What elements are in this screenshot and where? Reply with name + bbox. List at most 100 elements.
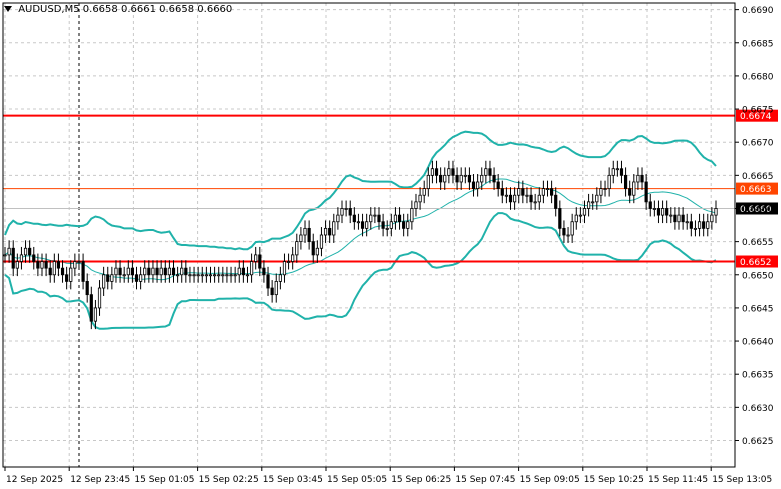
level-price-label: 0.6652 [740,258,772,268]
candle-body [184,267,188,276]
candle-body [23,247,28,256]
candle-body [397,214,402,223]
y-tick-label: 0.6665 [742,172,774,182]
candle-body [410,208,414,223]
candle-body [389,221,393,229]
candle-body [315,247,319,256]
candle-body [3,254,7,257]
candle-body [274,280,278,296]
candle-body [295,241,299,256]
candle-body [291,254,295,262]
candle-body [673,214,677,223]
x-tick-label: 15 Sep 02:25 [199,475,259,485]
candle-body [377,214,381,223]
candle-body [171,267,176,276]
candle-body [385,227,389,230]
candle-body [373,214,377,217]
candle-body [213,274,217,277]
candle-body [517,188,521,196]
candle-body [52,261,56,276]
candle-body [710,214,714,223]
candle-body [628,188,632,196]
candle-body [562,227,566,236]
candle-body [677,214,681,223]
x-tick-label: 15 Sep 06:25 [391,475,451,485]
candle-body [188,274,192,277]
level-price-label: 0.6663 [740,185,772,195]
x-tick-label: 15 Sep 11:45 [648,475,708,485]
plot-frame [2,2,736,468]
candle-body [126,267,130,276]
candle-body [130,267,135,276]
candle-body [418,194,422,203]
candle-body [443,174,447,183]
candle-body [204,274,208,277]
dropdown-triangle-icon[interactable] [4,6,12,12]
candle-body [476,181,480,190]
candle-body [85,280,89,296]
candle-body [426,174,430,189]
candle-body [266,274,270,289]
candle-body [582,208,587,216]
candle-body [282,261,287,276]
candle-body [102,274,106,289]
candle-body [714,208,718,216]
candle-body [595,194,599,203]
candle-body [249,261,254,276]
candle-body [656,208,661,216]
candle-body [139,274,143,282]
candle-body [77,261,81,263]
x-tick-label: 12 Sep 2025 [6,475,63,485]
candle-body [319,234,324,249]
candle-body [660,208,665,216]
candle-body [434,168,439,176]
y-tick-label: 0.6650 [742,271,774,281]
candle-body [504,194,508,197]
candle-body [545,188,550,191]
candle-body [81,261,85,282]
candle-body [143,267,147,276]
candle-body [163,267,167,276]
y-tick-label: 0.6640 [742,338,774,348]
candle-body [110,274,114,282]
candle-body [225,274,229,277]
candle-body [48,267,52,276]
x-tick-label: 15 Sep 10:25 [584,475,644,485]
x-tick-label: 12 Sep 23:45 [70,475,130,485]
candle-body [352,214,356,223]
candle-body [134,274,139,282]
candle-body [586,201,591,209]
candle-body [360,221,365,229]
candle-body [7,247,11,256]
candle-body [459,174,463,183]
candle-body [28,247,32,256]
candle-body [706,221,710,229]
candle-body [615,168,619,171]
candle-body [114,267,118,276]
y-tick-label: 0.6655 [742,238,774,248]
candle-body [525,194,529,197]
candle-body [56,261,61,269]
bollinger-upper-line [4,130,717,251]
candle-body [180,267,184,276]
candle-body [599,188,603,196]
candle-body [508,194,513,203]
candle-body [192,274,196,277]
ohlc-label: 0.6658 0.6661 0.6658 0.6660 [82,4,233,15]
candle-body [221,274,225,277]
level-price-tag [736,182,778,195]
candle-body [619,168,624,176]
candle-body [537,194,541,203]
candle-body [467,174,472,183]
candle-body [262,267,266,276]
candle-body [344,208,348,210]
candle-body [414,201,418,209]
candle-body [176,274,180,277]
candle-body [685,221,689,224]
y-tick-label: 0.6690 [742,6,774,16]
y-tick-label: 0.6675 [742,106,774,116]
bollinger-bands [4,130,717,330]
candle-body [471,181,476,190]
bollinger-lower-line [4,212,717,330]
candle-body [97,287,102,309]
